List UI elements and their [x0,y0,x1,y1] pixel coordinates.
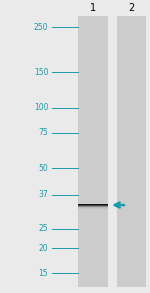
Bar [78,206,108,207]
Bar [78,208,108,209]
Text: 20: 20 [39,244,48,253]
Bar [78,206,108,207]
Text: 15: 15 [39,269,48,278]
Text: 100: 100 [34,103,48,112]
Bar [78,205,108,206]
Bar [117,16,146,287]
Text: 2: 2 [128,3,135,13]
Text: 25: 25 [39,224,48,233]
Bar [78,16,108,287]
Bar [78,205,108,206]
Text: 50: 50 [39,164,48,173]
Text: 75: 75 [39,128,48,137]
Text: 1: 1 [90,3,96,13]
Bar [78,207,108,208]
Text: 250: 250 [34,23,48,32]
Bar [78,204,108,205]
Bar [78,207,108,208]
Text: 37: 37 [39,190,48,199]
Text: 150: 150 [34,68,48,76]
Bar [78,204,108,205]
